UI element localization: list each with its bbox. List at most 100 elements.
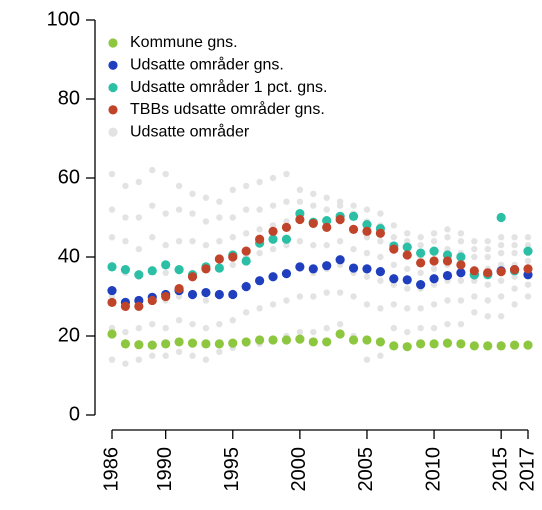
point (187, 289, 198, 300)
point (228, 289, 238, 300)
point (283, 170, 290, 178)
point (308, 337, 318, 347)
point (457, 230, 465, 237)
point (430, 265, 438, 273)
point (389, 274, 399, 284)
point (417, 324, 424, 332)
point (228, 338, 238, 348)
point (390, 281, 398, 288)
point (511, 241, 518, 249)
point (256, 305, 263, 312)
point (484, 245, 491, 253)
point (108, 324, 116, 332)
point (214, 263, 224, 273)
point (161, 260, 171, 270)
point (524, 241, 532, 249)
point (308, 218, 318, 229)
point (484, 253, 491, 261)
point (281, 234, 292, 244)
y-tick-label: 0 (69, 403, 80, 425)
point (149, 234, 156, 241)
legend-label: TBBs udsatte områder gns. (130, 100, 325, 118)
point (310, 241, 317, 249)
point (430, 324, 438, 332)
point (416, 248, 426, 258)
point (416, 258, 426, 268)
x-tick-label: 2017 (516, 447, 538, 492)
point (363, 356, 371, 363)
point (404, 285, 411, 292)
point (404, 305, 411, 312)
point (162, 170, 169, 178)
point (122, 360, 129, 367)
point (175, 317, 183, 324)
point (269, 174, 277, 182)
point (295, 334, 305, 344)
point (377, 253, 384, 261)
x-tick-label: 2000 (288, 447, 310, 492)
legend-marker (108, 60, 118, 70)
point (336, 320, 344, 328)
point (390, 261, 398, 269)
point (377, 277, 384, 284)
point (175, 238, 183, 245)
point (161, 339, 171, 349)
point (241, 282, 251, 292)
point (402, 242, 412, 252)
point (107, 297, 117, 308)
point (310, 293, 317, 300)
point (377, 305, 384, 312)
point (202, 324, 210, 332)
point (201, 287, 211, 298)
point (471, 238, 478, 245)
point (134, 270, 144, 280)
point (295, 262, 305, 272)
point (457, 297, 465, 304)
point (256, 178, 263, 186)
point (484, 281, 491, 288)
point (469, 341, 479, 351)
point (350, 293, 357, 300)
point (483, 268, 493, 278)
point (281, 268, 292, 279)
point (241, 256, 251, 266)
point (497, 261, 505, 269)
point (417, 234, 424, 241)
point (363, 206, 371, 213)
point (509, 340, 520, 350)
point (162, 269, 169, 276)
point (322, 261, 332, 271)
point (511, 273, 518, 280)
point (108, 293, 116, 300)
point (362, 226, 372, 236)
point (363, 273, 371, 280)
point (216, 320, 223, 328)
legend-label: Udsatte områder gns. (130, 56, 284, 74)
point (256, 249, 263, 257)
legend-marker (108, 127, 118, 137)
point (471, 309, 478, 316)
point (497, 277, 505, 284)
point (404, 230, 411, 237)
x-tick-label: 1990 (154, 447, 176, 492)
point (497, 234, 505, 241)
point (348, 335, 359, 345)
point (335, 255, 345, 265)
point (108, 356, 116, 363)
point (430, 230, 438, 237)
point (457, 277, 465, 284)
point (363, 301, 371, 308)
point (149, 202, 156, 209)
point (120, 339, 131, 349)
point (296, 293, 304, 300)
point (335, 214, 345, 225)
point (497, 293, 505, 300)
point (107, 329, 117, 339)
point (430, 301, 438, 308)
point (174, 284, 184, 294)
point (471, 277, 478, 284)
point (511, 249, 518, 257)
legend-marker (108, 105, 118, 115)
point (322, 222, 332, 232)
point (269, 222, 277, 229)
